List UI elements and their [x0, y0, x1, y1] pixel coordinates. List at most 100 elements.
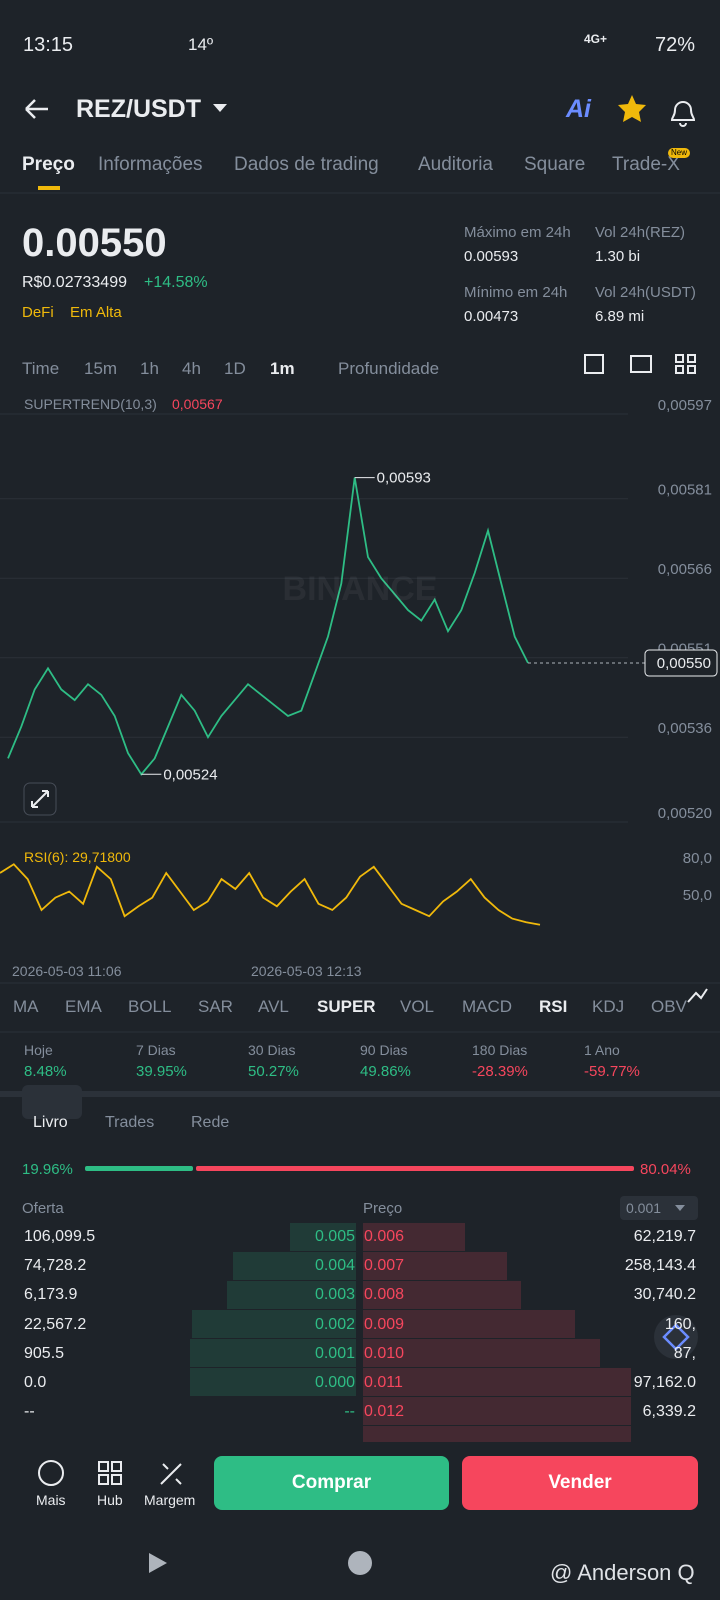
dropdown-icon[interactable]: [213, 104, 227, 112]
chart-watermark: BINANCE: [283, 570, 438, 608]
buy-button[interactable]: Comprar: [214, 1456, 449, 1510]
grid-icon[interactable]: [675, 354, 696, 374]
bid-qty: --: [24, 1403, 35, 1421]
assistant-button[interactable]: [654, 1315, 698, 1359]
tab[interactable]: Trade-X: [612, 154, 680, 175]
ask-qty: 6,339.2: [642, 1403, 696, 1421]
bell-icon[interactable]: [670, 101, 696, 127]
indicator-tab[interactable]: OBV: [651, 997, 687, 1016]
y-tick-label: 0,00520: [658, 805, 712, 822]
tab[interactable]: Auditoria: [418, 154, 493, 175]
pair-title[interactable]: REZ/USDT: [76, 95, 201, 123]
sell-button[interactable]: Vender: [462, 1456, 698, 1510]
ask-price: 0.008: [364, 1286, 405, 1304]
tab[interactable]: Square: [524, 154, 586, 175]
tab[interactable]: Informações: [98, 154, 203, 175]
new-badge: New: [668, 148, 691, 158]
action-label[interactable]: Hub: [97, 1492, 123, 1508]
margin-icon[interactable]: [160, 1463, 182, 1485]
more-icon[interactable]: [38, 1460, 64, 1486]
ask-qty: 62,219.7: [633, 1228, 696, 1245]
period-change: 50.27%: [248, 1063, 299, 1080]
ask-price: 0.009: [364, 1315, 405, 1333]
bid-price: 0.003: [314, 1286, 355, 1304]
book-tab[interactable]: Trades: [105, 1114, 155, 1131]
y-tick-label: 0,00536: [658, 720, 712, 737]
watermark: @ Anderson Q: [550, 1560, 695, 1585]
indicator-tab[interactable]: MA: [13, 997, 39, 1016]
indicator-tab[interactable]: EMA: [65, 997, 102, 1016]
last-price-label: 0,00550: [657, 655, 711, 672]
interval[interactable]: Time: [22, 359, 60, 378]
bid-price: 0.001: [314, 1344, 355, 1362]
last-price-box: [644, 649, 718, 677]
back-icon[interactable]: [25, 99, 48, 119]
tag[interactable]: DeFi: [22, 304, 54, 321]
stat-value: 6.89 mi: [595, 308, 645, 325]
indicator-tab[interactable]: RSI: [539, 997, 568, 1016]
status-network: 4G+: [584, 32, 608, 46]
price-header: Preço: [363, 1200, 403, 1217]
action-label[interactable]: Mais: [36, 1492, 66, 1508]
status-time: 13:15: [23, 34, 74, 56]
bid-qty: 6,173.9: [24, 1286, 78, 1304]
indicator-value: 0,00567: [172, 396, 223, 412]
ask-qty: 87,: [673, 1344, 696, 1362]
interval[interactable]: Profundidade: [338, 359, 440, 378]
buy-ratio: 19.96%: [22, 1161, 73, 1178]
step-select[interactable]: [620, 1196, 698, 1220]
indicator-settings-icon[interactable]: [687, 988, 708, 1003]
ai-button[interactable]: Ai: [566, 95, 591, 123]
interval[interactable]: 1D: [224, 359, 246, 378]
bid-header: Oferta: [22, 1200, 64, 1217]
period-change: -59.77%: [584, 1063, 640, 1080]
book-tab[interactable]: Livro: [33, 1114, 68, 1131]
tab-selected-bg: [22, 1085, 82, 1119]
indicator-tab[interactable]: KDJ: [592, 997, 625, 1016]
step-value[interactable]: 0.001: [626, 1200, 662, 1216]
time-label: 2026-05-03 12:13: [251, 963, 362, 979]
tool-icon[interactable]: [584, 354, 604, 374]
stat-value: 1.30 bi: [595, 248, 641, 265]
nav-back[interactable]: [149, 1553, 167, 1573]
stat-value: 0.00593: [464, 248, 519, 265]
indicator-tab[interactable]: SUPER: [317, 997, 376, 1016]
action-label[interactable]: Margem: [144, 1492, 196, 1508]
star-icon[interactable]: [618, 95, 646, 122]
indicator-label: SUPERTREND(10,3): [24, 396, 157, 412]
period-change: 8.48%: [24, 1063, 67, 1080]
status-temp: 14º: [188, 35, 214, 54]
bid-price: 0.004: [314, 1257, 355, 1275]
tab[interactable]: Preço: [22, 154, 75, 175]
ask-price: 0.010: [364, 1344, 405, 1362]
hub-icon[interactable]: [98, 1461, 122, 1485]
ask-price: 0.011: [364, 1374, 403, 1391]
ask-price: 0.006: [364, 1228, 405, 1245]
interval[interactable]: 1m: [270, 359, 295, 378]
ask-qty: 97,162.0: [633, 1374, 696, 1391]
bid-qty: 22,567.2: [24, 1315, 87, 1333]
bid-qty: 106,099.5: [24, 1228, 96, 1245]
rsi-title: RSI(6): 29,71800: [24, 849, 131, 865]
sell-ratio: 80.04%: [640, 1161, 691, 1178]
indicator-tab[interactable]: MACD: [462, 997, 513, 1016]
ask-qty: 160,: [664, 1315, 696, 1333]
interval[interactable]: 1h: [140, 359, 159, 378]
indicator-tab[interactable]: AVL: [258, 997, 289, 1016]
tag[interactable]: Em Alta: [70, 304, 122, 321]
ask-qty: 258,143.4: [624, 1257, 696, 1275]
book-tab[interactable]: Rede: [191, 1114, 230, 1131]
bid-price: 0.005: [314, 1228, 355, 1245]
indicator-tab[interactable]: SAR: [198, 997, 233, 1016]
nav-home[interactable]: [348, 1551, 372, 1575]
indicator-tab[interactable]: BOLL: [128, 997, 172, 1016]
tab[interactable]: Dados de trading: [234, 154, 379, 175]
period-label: 1 Ano: [584, 1042, 620, 1058]
indicator-tab[interactable]: VOL: [400, 997, 435, 1016]
period-label: Hoje: [24, 1042, 53, 1058]
tool-icon[interactable]: [630, 355, 652, 373]
interval[interactable]: 4h: [182, 359, 201, 378]
interval[interactable]: 15m: [84, 359, 118, 378]
